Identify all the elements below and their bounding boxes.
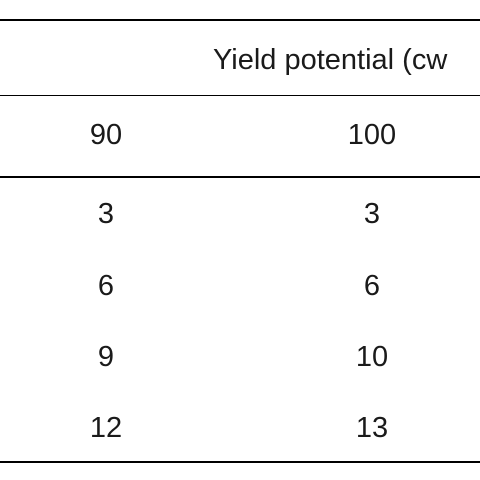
- group-header-rule: [0, 95, 480, 96]
- table-cell: 6: [363, 270, 381, 302]
- table-bottom-rule: [0, 461, 480, 463]
- table-top-rule: [0, 19, 480, 21]
- table-cell: 12: [89, 412, 123, 444]
- group-header: Yield potential (cw: [213, 44, 448, 76]
- table-cell: 10: [355, 341, 389, 373]
- column-header-90: 90: [89, 119, 123, 151]
- column-header-rule: [0, 176, 480, 178]
- table-cell: 6: [97, 270, 115, 302]
- table-cell: 3: [363, 198, 381, 230]
- column-header-100: 100: [347, 119, 397, 151]
- table-cell: 9: [97, 341, 115, 373]
- table-cell: 3: [97, 198, 115, 230]
- table-cell: 13: [355, 412, 389, 444]
